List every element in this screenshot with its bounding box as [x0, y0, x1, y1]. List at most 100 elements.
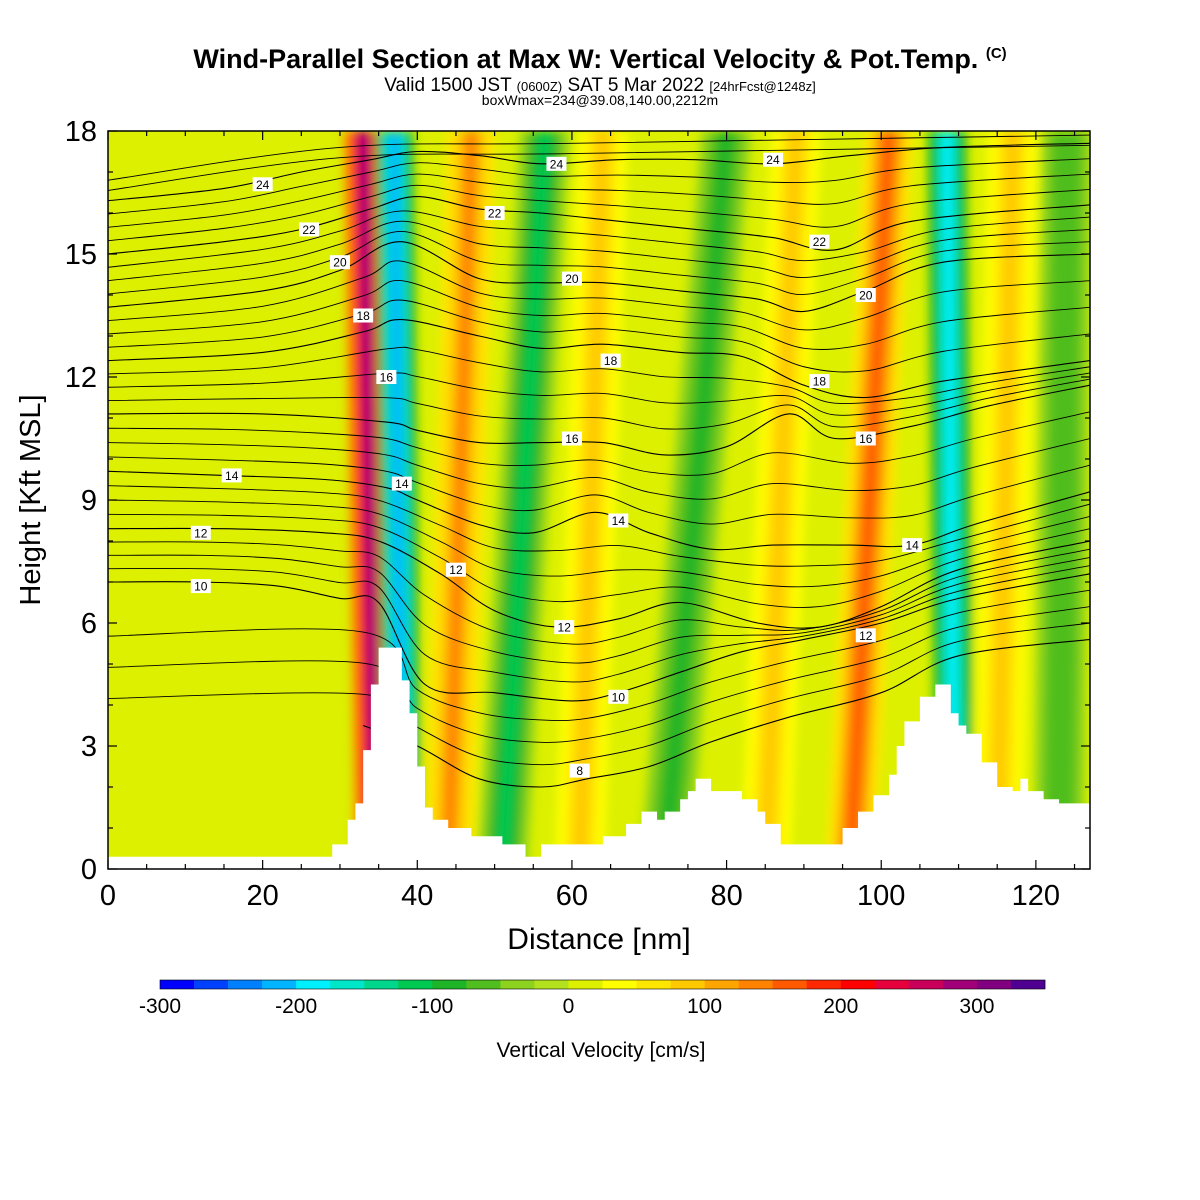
isentrope-label-bg: [299, 222, 320, 237]
isentrope-minor: [108, 438, 1090, 500]
colorbar-tick-label: 100: [687, 995, 722, 1018]
isentrope-label-text: 18: [813, 375, 827, 389]
isentrope-8: [362, 638, 1090, 788]
isentrope-label-text: 12: [194, 526, 208, 540]
isentrope-label-text: 22: [488, 207, 502, 221]
isentrope-label-text: 12: [859, 629, 873, 643]
terrain: [108, 647, 1090, 869]
isentrope-label-bg: [902, 538, 923, 553]
isentrope-label-24: 24: [546, 156, 567, 171]
x-tick-label: 40: [401, 880, 433, 912]
isentrope-label-bg: [554, 620, 575, 635]
colorbar-swatch: [670, 980, 705, 989]
isentrope-label-14: 14: [902, 538, 923, 553]
isentrope-labels: 8 10 12 14 16 18 20 22 24 10 12 14 16 14 12 18 20 22 24 14 1…: [190, 152, 923, 778]
colorbar-tick-label: 200: [823, 995, 858, 1018]
isentrope-label-bg: [353, 308, 374, 323]
isentrope-minor: [108, 456, 1090, 525]
isentrope-16: [108, 384, 1090, 456]
isentrope-label-text: 14: [395, 477, 409, 491]
isentrope-label-18: 18: [353, 308, 374, 323]
colorbar-swatch: [806, 980, 842, 989]
colorbar-tick-label: -100: [411, 995, 453, 1018]
valid-date: SAT 5 Mar 2022: [567, 75, 705, 96]
velocity-band-5-2: [657, 131, 734, 869]
colorbar-swatch: [228, 980, 263, 989]
isentrope-minor: [108, 554, 1090, 664]
isentrope-minor: [108, 513, 1090, 608]
isentrope-label-16: 16: [561, 431, 582, 446]
colorbar-frame: [159, 979, 1046, 990]
isentrope-minor: [108, 411, 1090, 476]
isentrope-label-text: 18: [604, 354, 618, 368]
isentrope-label-bg: [221, 468, 242, 483]
isentrope-label-bg: [608, 513, 629, 528]
y-tick-label: 0: [81, 854, 97, 886]
y-tick-label: 9: [81, 485, 97, 517]
colorbar-swatch: [262, 980, 297, 989]
isentrope-label-10: 10: [190, 579, 211, 594]
isentrope-label-text: 16: [380, 371, 394, 385]
isentrope-label-22: 22: [809, 234, 830, 249]
isentrope-20: [108, 241, 1090, 312]
colorbar-swatch: [330, 980, 365, 989]
isentrope-label-text: 10: [194, 580, 208, 594]
isentrope-label-bg: [561, 431, 582, 446]
isentrope-minor: [108, 220, 1090, 282]
isentrope-minor: [108, 230, 1090, 295]
isentrope-label-bg: [391, 476, 412, 491]
isentrope-label-bg: [190, 579, 211, 594]
velocity-band-8-2: [941, 131, 961, 869]
colorbar-swatch: [908, 980, 944, 989]
isentrope-label-text: 22: [302, 223, 316, 237]
isentrope-label-12: 12: [554, 620, 575, 635]
isentrope-label-text: 14: [612, 514, 626, 528]
isentrope-label-bg: [855, 628, 876, 643]
isentrope-label-24: 24: [762, 152, 783, 167]
isentrope-label-12: 12: [445, 562, 466, 577]
isentrope-label-bg: [855, 288, 876, 302]
isentrope-label-22: 22: [299, 222, 320, 237]
isentrope-minor: [108, 378, 1090, 430]
colorbar-swatch: [840, 980, 876, 989]
y-axis-label: Height [Kft MSL]: [15, 394, 47, 605]
colorbar-swatch: [432, 980, 467, 989]
colorbar-swatch: [160, 980, 195, 989]
isentrope-label-8: 8: [569, 763, 590, 778]
colorbar-swatch: [194, 980, 229, 989]
colorbar-swatch: [942, 980, 978, 989]
colorbar-swatch: [398, 980, 433, 989]
isentrope-10: [108, 573, 1090, 702]
isentrope-label-bg: [809, 374, 830, 389]
isentrope-label-bg: [190, 525, 211, 540]
y-tick-label: 15: [65, 239, 97, 271]
isentrope-minor: [108, 158, 1090, 215]
isentrope-label-text: 16: [565, 432, 579, 446]
isentrope-label-text: 12: [449, 563, 463, 577]
isentrope-label-12: 12: [855, 628, 876, 643]
isentrope-label-text: 20: [333, 256, 347, 270]
isentrope-label-bg: [252, 177, 273, 192]
boxwmax-label: boxWmax=234@39.08,140.00,2212m: [481, 92, 719, 108]
velocity-band-2-2: [441, 131, 479, 869]
colorbar-swatch: [1010, 980, 1046, 989]
isentrope-label-14: 14: [221, 468, 242, 483]
colorbar-swatch: [636, 980, 671, 989]
chart-title-mark: (C): [985, 45, 1007, 62]
isentrope-minor: [108, 541, 1090, 645]
isentrope-label-12: 12: [190, 525, 211, 540]
isentrope-minor: [108, 346, 1090, 404]
isentrope-label-18: 18: [809, 374, 830, 389]
isentrope-label-text: 14: [905, 539, 919, 553]
isentrope-minor: [108, 210, 1090, 268]
colorbar-swatch: [874, 980, 910, 989]
forecast-label: [24hrFcst@1248z]: [709, 79, 816, 94]
isentrope-label-24: 24: [252, 177, 273, 192]
isentrope-minor: [108, 173, 1090, 228]
chart-title: Wind-Parallel Section at Max W: Vertical…: [0, 44, 1200, 75]
colorbar-tick-label: 300: [959, 995, 994, 1018]
isentrope-minor: [108, 299, 1090, 373]
chart-subtitle: Valid 1500 JST (0600Z) SAT 5 Mar 2022 [2…: [0, 75, 1200, 97]
isentrope-label-text: 22: [813, 235, 827, 249]
isentrope-label-text: 10: [612, 690, 626, 704]
